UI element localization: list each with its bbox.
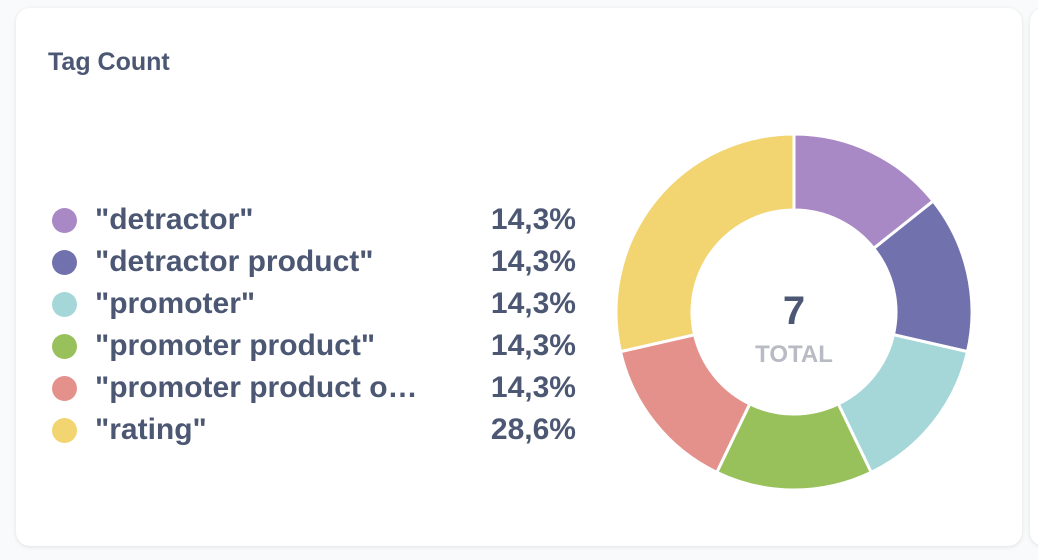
total-label: TOTAL bbox=[755, 341, 833, 368]
legend-percent: 14,3% bbox=[490, 287, 576, 320]
legend-percent: 14,3% bbox=[490, 371, 576, 404]
legend-label: "promoter product o… bbox=[95, 371, 418, 404]
legend-percent: 14,3% bbox=[490, 245, 576, 278]
legend-dot bbox=[52, 291, 77, 317]
legend-item[interactable]: "promoter" 14,3% bbox=[52, 283, 576, 325]
legend-item[interactable]: "detractor product" 14,3% bbox=[52, 241, 576, 283]
legend-label: "promoter product" bbox=[95, 329, 376, 362]
legend-label: "rating" bbox=[95, 413, 207, 446]
legend-item[interactable]: "rating" 28,6% bbox=[52, 409, 576, 451]
legend-percent: 14,3% bbox=[490, 203, 576, 236]
legend-item[interactable]: "detractor" 14,3% bbox=[52, 199, 576, 241]
card-title[interactable]: Tag Count bbox=[48, 48, 170, 76]
legend-label: "detractor" bbox=[95, 203, 254, 236]
donut-slice[interactable] bbox=[616, 134, 796, 354]
tag-count-card: Tag Count "detractor" 14,3% "detractor p… bbox=[16, 8, 1022, 546]
legend-dot bbox=[52, 333, 77, 359]
legend-item[interactable]: "promoter product" 14,3% bbox=[52, 325, 576, 367]
adjacent-card-edge bbox=[1030, 8, 1038, 546]
legend-dot bbox=[52, 207, 77, 233]
donut-chart: 7 TOTAL bbox=[616, 134, 972, 490]
chart-legend: "detractor" 14,3% "detractor product" 14… bbox=[52, 199, 576, 451]
legend-dot bbox=[52, 249, 77, 275]
legend-percent: 28,6% bbox=[490, 413, 576, 446]
donut-slices bbox=[616, 134, 972, 490]
total-value: 7 bbox=[783, 289, 805, 333]
legend-label: "detractor product" bbox=[95, 245, 374, 278]
legend-item[interactable]: "promoter product o… 14,3% bbox=[52, 367, 576, 409]
legend-dot bbox=[52, 417, 77, 443]
legend-dot bbox=[52, 375, 77, 401]
legend-percent: 14,3% bbox=[490, 329, 576, 362]
legend-label: "promoter" bbox=[95, 287, 256, 320]
